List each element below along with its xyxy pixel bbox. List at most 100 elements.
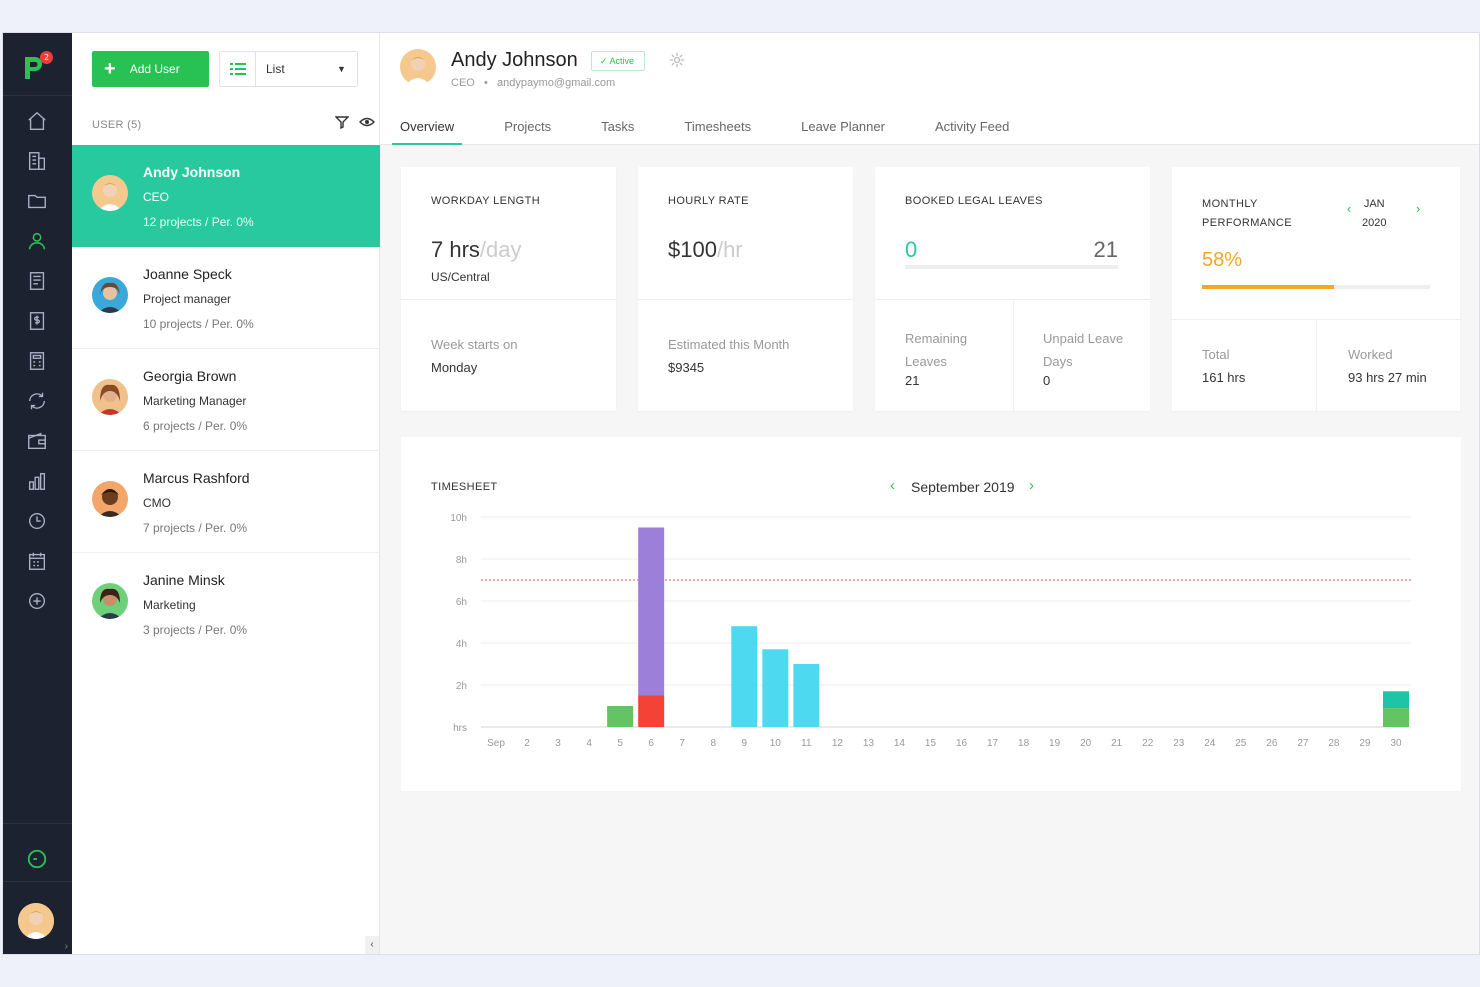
clock-icon[interactable] <box>25 509 49 533</box>
invoice-icon[interactable] <box>25 269 49 293</box>
booked-leaves-card: BOOKED LEGAL LEAVES 0 21 Remaining Leaves… <box>875 167 1150 411</box>
performance-progress-fill <box>1202 285 1335 289</box>
remaining-label-line2: Leaves <box>905 354 947 369</box>
tab-projects[interactable]: Projects <box>504 119 552 134</box>
unpaid-label-line1: Unpaid Leave <box>1043 331 1124 346</box>
profile-tabs: Overview Projects Tasks Timesheets Leave… <box>392 115 1051 145</box>
x-tick-label: 7 <box>679 738 685 749</box>
rate-value: $100/hr <box>668 237 743 263</box>
x-tick-label: Sep <box>487 738 505 749</box>
app-logo[interactable]: 2 <box>23 51 53 83</box>
tab-leave-planner[interactable]: Leave Planner <box>801 119 885 134</box>
expand-sidebar-icon[interactable]: › <box>64 941 68 952</box>
performance-progress-track <box>1202 285 1430 289</box>
view-mode-select[interactable]: List ▼ <box>219 51 358 87</box>
bar-segment <box>793 664 820 727</box>
x-tick-label: 8 <box>710 738 716 749</box>
current-user-avatar[interactable] <box>18 903 54 939</box>
prev-period-icon[interactable]: ‹ <box>890 477 895 494</box>
calendar-icon[interactable] <box>25 549 49 573</box>
card-divider <box>401 299 616 300</box>
period-year: 2020 <box>1362 217 1387 229</box>
user-icon[interactable] <box>25 229 49 253</box>
user-list-item[interactable]: Georgia Brown Marketing Manager 6 projec… <box>72 349 380 451</box>
x-tick-label: 4 <box>586 738 592 749</box>
check-icon: ✓ <box>600 56 610 66</box>
card-divider <box>1316 319 1317 411</box>
x-tick-label: 22 <box>1142 738 1154 749</box>
x-tick-label: 9 <box>741 738 747 749</box>
estimate-value: $9345 <box>668 360 705 375</box>
x-tick-label: 2 <box>524 738 530 749</box>
y-tick-label: 4h <box>456 639 467 650</box>
bar-chart-icon[interactable] <box>25 469 49 493</box>
home-icon[interactable] <box>25 109 49 133</box>
hourly-rate-card: HOURLY RATE $100/hr Estimated this Month… <box>638 167 853 411</box>
folder-icon[interactable] <box>25 189 49 213</box>
rail-divider <box>3 95 72 96</box>
user-list-item[interactable]: Joanne Speck Project manager 10 projects… <box>72 247 380 349</box>
x-tick-label: 25 <box>1235 738 1247 749</box>
bar-segment <box>731 626 758 727</box>
avatar <box>92 175 128 211</box>
x-tick-label: 18 <box>1018 738 1030 749</box>
user-list-item[interactable]: Andy Johnson CEO 12 projects / Per. 0% <box>72 145 380 247</box>
next-period-icon[interactable]: › <box>1029 477 1034 494</box>
period-month: JAN <box>1363 198 1385 210</box>
workday-hours: 7 hrs <box>431 237 480 262</box>
sync-icon[interactable] <box>25 389 49 413</box>
card-title: WORKDAY LENGTH <box>431 195 541 207</box>
calculator-icon[interactable] <box>25 349 49 373</box>
y-tick-label: 6h <box>456 597 467 608</box>
money-icon[interactable] <box>25 309 49 333</box>
plus-circle-icon[interactable] <box>25 589 49 613</box>
period-selector: JAN 2020 <box>1362 195 1386 233</box>
tab-activity-feed[interactable]: Activity Feed <box>934 119 1010 134</box>
y-tick-label: hrs <box>453 723 467 734</box>
remaining-label-line1: Remaining <box>905 331 968 346</box>
x-tick-label: 13 <box>863 738 875 749</box>
timezone: US/Central <box>431 270 490 284</box>
tab-tasks[interactable]: Tasks <box>601 119 635 134</box>
x-tick-label: 30 <box>1390 738 1402 749</box>
profile-avatar <box>400 49 436 85</box>
eye-icon[interactable] <box>359 115 375 129</box>
x-tick-label: 11 <box>801 738 812 749</box>
card-divider <box>1013 299 1014 411</box>
user-role: Project manager <box>143 292 232 306</box>
x-tick-label: 17 <box>987 738 999 749</box>
plus-icon: + <box>104 58 116 80</box>
bar-segment <box>607 706 634 727</box>
y-tick-label: 10h <box>450 513 467 524</box>
list-view-icon <box>220 52 256 86</box>
profile-subtitle: CEO • andypaymo@gmail.com <box>451 77 615 89</box>
booked-value: 0 <box>905 237 918 262</box>
rate-amount: $100 <box>668 237 717 262</box>
user-list-item[interactable]: Marcus Rashford CMO 7 projects / Per. 0% <box>72 451 380 553</box>
prev-month-icon[interactable]: ‹ <box>1347 201 1352 216</box>
tab-overview[interactable]: Overview <box>392 115 463 145</box>
collapse-panel-button[interactable]: ‹ <box>365 936 379 954</box>
timesheet-period: September 2019 <box>911 479 1015 495</box>
filter-icon[interactable] <box>335 115 349 129</box>
wallet-icon[interactable] <box>25 429 49 453</box>
rail-divider <box>3 823 72 824</box>
user-name: Joanne Speck <box>143 266 232 282</box>
next-month-icon[interactable]: › <box>1416 201 1421 216</box>
timer-icon[interactable] <box>25 847 49 871</box>
status-badge[interactable]: ✓ Active <box>591 51 646 71</box>
workday-unit: /day <box>479 237 522 262</box>
gear-icon[interactable] <box>669 52 685 68</box>
user-name: Janine Minsk <box>143 572 225 588</box>
avatar <box>92 481 128 517</box>
unpaid-value: 0 <box>1043 373 1051 388</box>
building-icon[interactable] <box>25 149 49 173</box>
tab-timesheets[interactable]: Timesheets <box>684 119 752 134</box>
bullet-separator: • <box>477 77 494 89</box>
profile-header: Andy Johnson ✓ Active CEO • andypaymo@gm… <box>380 33 1479 145</box>
worked-label: Worked <box>1348 347 1393 362</box>
user-list-item[interactable]: Janine Minsk Marketing 3 projects / Per.… <box>72 553 380 655</box>
add-user-button[interactable]: + Add User <box>92 51 209 87</box>
x-tick-label: 29 <box>1359 738 1371 749</box>
x-tick-label: 15 <box>925 738 937 749</box>
